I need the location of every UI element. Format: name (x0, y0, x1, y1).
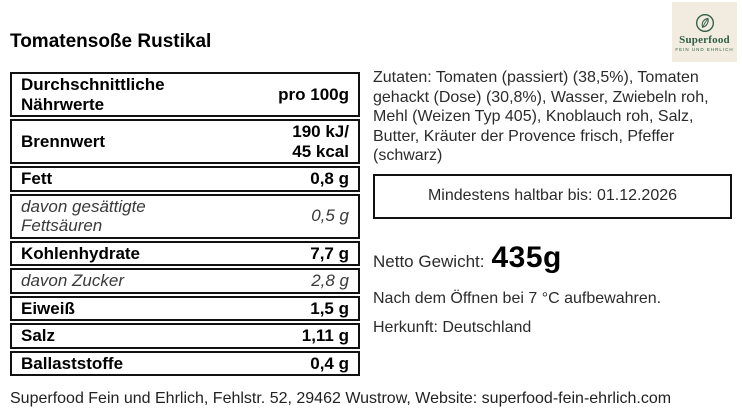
origin-text: Herkunft: Deutschland (373, 318, 532, 336)
table-row: Kohlenhydrate 7,7 g (10, 240, 360, 266)
row-label: Brennwert (21, 131, 106, 151)
row-label: Ballaststoffe (21, 353, 124, 373)
nutrition-header-value: pro 100g (278, 84, 349, 104)
product-title: Tomatensoße Rustikal (10, 31, 212, 52)
row-value: 190 kJ/ 45 kcal (292, 122, 349, 161)
brand-logo: Superfood FEIN UND EHRLICH (672, 2, 737, 62)
nutrition-header-label: Durchschnittliche Nährwerte (21, 75, 165, 114)
row-value: 0,4 g (310, 353, 349, 373)
brand-name: Superfood (679, 33, 730, 46)
row-value: 0,8 g (310, 169, 349, 188)
best-before-box: Mindestens haltbar bis: 01.12.2026 (373, 173, 732, 219)
net-weight-label: Netto Gewicht: (373, 251, 485, 271)
row-value: 2,8 g (311, 271, 349, 290)
row-label: Kohlenhydrate (21, 243, 141, 263)
table-row: davon gesättigte Fettsäuren 0,5 g (10, 193, 360, 239)
nutrition-header-row: Durchschnittliche Nährwerte pro 100g (10, 72, 360, 117)
nutrition-table: Durchschnittliche Nährwerte pro 100g Bre… (10, 72, 360, 376)
table-row: Brennwert 190 kJ/ 45 kcal (10, 119, 360, 164)
row-value: 7,7 g (310, 243, 349, 263)
table-row: davon Zucker 2,8 g (10, 268, 360, 294)
row-label: Salz (21, 326, 56, 345)
best-before-text: Mindestens haltbar bis: 01.12.2026 (427, 187, 678, 204)
table-row: Salz 1,11 g (10, 323, 360, 349)
net-weight-value: 435g (491, 240, 562, 274)
row-value: 1,11 g (301, 326, 349, 345)
table-row: Eiweiß 1,5 g (10, 295, 360, 321)
row-label: davon gesättigte Fettsäuren (21, 196, 146, 236)
row-label: davon Zucker (21, 271, 124, 290)
row-label: Eiweiß (21, 298, 75, 318)
net-weight: Netto Gewicht: 435g (373, 241, 732, 275)
row-label: Fett (21, 169, 53, 188)
footer-text: Superfood Fein und Ehrlich, Fehlstr. 52,… (10, 390, 672, 407)
ingredients-text: Zutaten: Tomaten (passiert) (38,5%), Tom… (373, 69, 709, 164)
brand-tagline: FEIN UND EHRLICH (675, 46, 734, 52)
row-value: 1,5 g (310, 298, 349, 318)
row-value: 0,5 g (311, 206, 349, 226)
storage-instructions: Nach dem Öffnen bei 7 °C aufbewahren. (373, 289, 662, 307)
table-row: Ballaststoffe 0,4 g (10, 350, 360, 376)
leaf-in-circle-icon (695, 13, 715, 33)
info-column: Zutaten: Tomaten (passiert) (38,5%), Tom… (373, 68, 732, 337)
table-row: Fett 0,8 g (10, 166, 360, 192)
